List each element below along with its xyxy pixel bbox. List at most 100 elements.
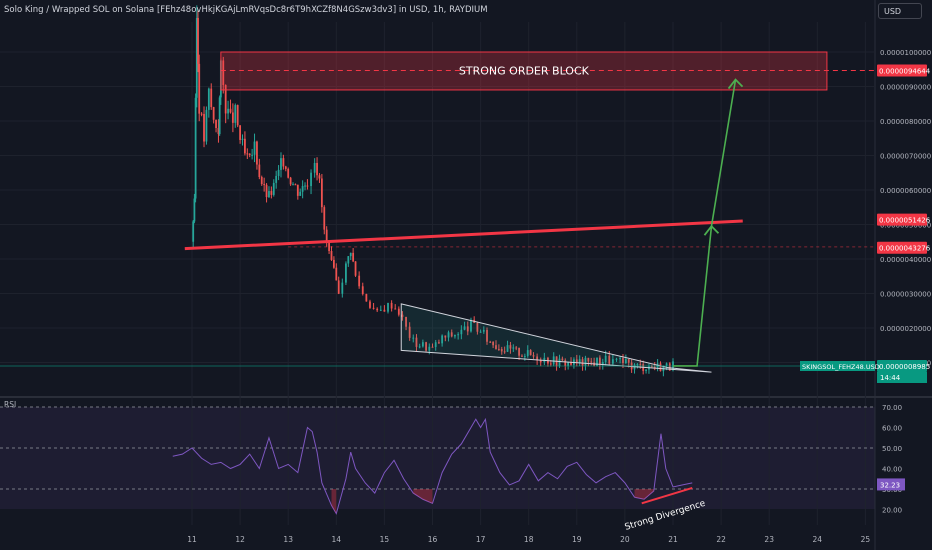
candle-body — [260, 177, 263, 185]
candle-body — [434, 342, 437, 347]
candle-body — [415, 337, 418, 347]
time-tick-label: 25 — [861, 535, 871, 544]
candle-body — [376, 308, 379, 311]
candle-body — [301, 186, 304, 192]
candle-body — [529, 350, 532, 356]
candle-body — [227, 108, 229, 114]
candle-body — [596, 357, 598, 366]
chart-grid — [0, 22, 875, 525]
rsi-value-label: 32.23 — [880, 481, 900, 489]
candle-body — [532, 355, 535, 357]
candle-body — [379, 309, 382, 311]
candle-body — [239, 125, 241, 140]
candle-body — [277, 169, 280, 176]
candle-body — [212, 107, 215, 120]
candle-body — [624, 359, 627, 364]
candle-body — [318, 175, 321, 179]
candle-body — [268, 191, 270, 198]
price-tag-label: 0.0000008985 — [879, 363, 930, 371]
candle-body — [328, 241, 330, 252]
candle-body — [217, 128, 220, 135]
candle-body — [441, 335, 444, 344]
candle-body — [526, 350, 529, 356]
candle-body — [627, 359, 630, 363]
candle-body — [299, 191, 302, 196]
candle-body — [489, 341, 492, 343]
candle-body — [570, 362, 572, 365]
arrowhead — [727, 78, 744, 90]
chart-title: Solo King / Wrapped SOL on Solana [FEhz4… — [4, 5, 488, 15]
candle-body — [372, 307, 375, 309]
candle-body — [224, 85, 227, 114]
candle-body — [454, 335, 456, 337]
price-axis: 0.0000100000 0.0000090000 0.0000080000 0.00… — [187, 49, 931, 544]
candle-body — [383, 309, 386, 312]
candle-body — [275, 175, 278, 183]
candle-body — [195, 17, 198, 98]
candle-body — [369, 301, 371, 308]
time-tick-label: 20 — [620, 535, 630, 544]
symbol-tag-label: SKINGSOL_FEHZ48.USD — [802, 363, 880, 371]
candle-body — [482, 329, 485, 332]
candle-body — [552, 356, 555, 365]
price-tag-label: 0.0000051426 — [879, 217, 931, 225]
candle-body — [229, 108, 232, 113]
candle-body — [215, 119, 217, 129]
countdown-label: 14:44 — [880, 374, 901, 382]
candle-body — [347, 256, 350, 264]
candle-body — [192, 221, 195, 242]
candle-body — [246, 153, 249, 155]
candle-body — [313, 162, 316, 173]
symbol-tag — [800, 361, 875, 372]
candle-body — [450, 332, 453, 337]
price-pane — [0, 0, 875, 395]
candle-body — [207, 88, 210, 110]
candle-body — [518, 347, 520, 356]
candle-body — [509, 345, 512, 349]
candle-body — [523, 355, 526, 357]
candle-body — [463, 326, 466, 330]
candle-body — [306, 185, 309, 187]
candle-body — [282, 158, 285, 167]
rsi-oversold-fill — [634, 489, 654, 500]
rsi-tick-label: 60.00 — [882, 425, 902, 433]
candle-body — [549, 363, 552, 365]
price-tick-label: 0.0000040000 — [880, 256, 931, 264]
candle-body — [358, 275, 361, 287]
candle-body — [270, 191, 273, 195]
time-tick-label: 15 — [380, 535, 390, 544]
time-tick-label: 17 — [476, 535, 486, 544]
candle-body — [332, 259, 335, 268]
candle-body — [558, 358, 561, 367]
rsi-tick-label: 40.00 — [882, 466, 902, 474]
falling-wedge — [400, 303, 712, 373]
candle-body — [665, 363, 668, 366]
rsi-tick-label: 50.00 — [882, 445, 902, 453]
candle-body — [512, 347, 515, 349]
candle-body — [619, 358, 621, 360]
price-tick-label: 0.0000100000 — [880, 49, 931, 57]
candle-body — [265, 184, 268, 198]
price-tag — [877, 241, 927, 254]
candle-body — [418, 346, 421, 348]
candle-body — [280, 158, 282, 170]
candle-body — [575, 359, 578, 363]
candle-body — [200, 113, 203, 115]
candle-body — [438, 342, 440, 344]
price-tag — [877, 360, 927, 373]
currency-button[interactable]: USD — [878, 3, 922, 19]
time-tick-label: 21 — [668, 535, 678, 544]
candle-body — [668, 363, 671, 371]
candle-body — [294, 184, 297, 186]
candle-body — [320, 178, 323, 208]
candle-body — [241, 138, 244, 140]
candle-body — [479, 331, 482, 333]
candle-body — [492, 342, 495, 346]
candle-body — [470, 319, 472, 332]
candle-body — [615, 358, 618, 360]
candle-body — [365, 294, 368, 302]
candle-body — [608, 355, 611, 364]
time-tick-label: 16 — [428, 535, 438, 544]
resistance-trendline — [184, 219, 743, 251]
